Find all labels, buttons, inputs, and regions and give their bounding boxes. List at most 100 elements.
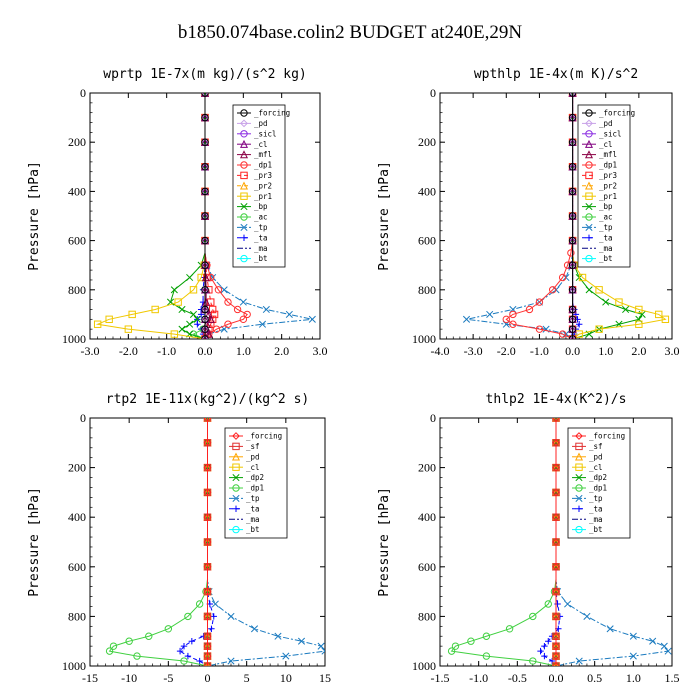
legend-entry: _pr1 [254,192,272,201]
legend-marker [575,525,583,534]
plot-area [93,93,316,339]
legend-marker [574,452,584,461]
data-point [548,286,557,294]
legend-marker [585,223,593,231]
data-point [564,600,572,608]
legend-entry: _pr3 [599,171,617,180]
data-point [552,463,560,472]
legend-marker [232,432,240,440]
data-point [552,418,560,422]
legend-entry: _tp [589,494,603,503]
data-point [568,212,577,220]
legend-entry: _forcing [246,432,282,441]
data-point [635,320,643,328]
series-line-bp [169,93,206,339]
data-point [194,321,201,328]
data-point [204,329,213,338]
data-point [201,315,209,324]
legend-entry: _pr2 [254,181,272,190]
data-point [541,642,548,650]
data-point [170,330,179,338]
legend-marker [585,203,593,211]
data-point [262,305,270,314]
data-point [208,625,215,632]
legend-marker [575,474,583,482]
data-point [655,310,663,319]
legend-entry: _pr1 [599,192,617,201]
legend-entry: _pr2 [599,181,617,190]
data-point [482,632,491,640]
data-point [567,249,575,257]
data-point [308,315,316,323]
legend-entry: _bp [254,202,268,211]
data-point [664,647,672,655]
data-point [568,236,577,245]
data-point [585,286,593,294]
data-point [509,310,517,319]
legend-entry: _ac [254,213,268,222]
data-point [552,538,560,546]
data-point [186,273,194,282]
legend-marker [240,161,248,169]
legend-marker [575,505,583,512]
legend-marker [240,223,248,231]
figure-title: b1850.074base.colin2 BUDGET at240E,29N [178,22,523,43]
data-point [541,652,548,660]
x-tick-label: 0.0 [549,671,564,685]
data-point [233,305,242,314]
data-point [568,286,577,294]
data-point [133,652,141,660]
legend-marker [585,254,593,263]
legend-entry: _dp1 [254,161,272,170]
legend-entry: _forcing [254,109,290,118]
y-tick-label: 1000 [412,659,436,673]
legend-entry: _cl [254,140,268,149]
data-point [201,335,209,339]
y-tick-label: 200 [68,461,86,475]
legend-marker [585,192,593,200]
x-tick-label: 0.5 [587,671,602,685]
y-tick-label: 0 [430,86,436,100]
y-tick-label: 600 [68,234,86,248]
data-point [186,320,194,328]
legend-entry: _ta [246,504,260,513]
legend-entry: _dp2 [589,473,607,482]
data-point [660,642,668,650]
legend-marker [239,181,249,190]
data-point [552,587,560,596]
data-point [548,657,556,665]
legend-entry: _bp [599,202,613,211]
data-point [201,236,209,245]
x-tick-label: 1.0 [236,344,251,358]
y-tick-label: 400 [418,510,436,524]
legend-marker [239,139,249,148]
data-point [568,138,577,146]
data-point [615,298,623,306]
data-point [189,310,198,318]
data-point [568,261,577,269]
data-point [203,418,212,422]
data-point [558,273,567,282]
data-point [552,662,560,666]
legend-marker [575,484,583,492]
legend-marker [575,463,583,471]
data-point [201,212,209,220]
data-point [211,600,219,608]
data-point [535,325,544,333]
data-point [145,632,153,640]
data-point [554,600,561,608]
legend-marker [232,494,240,502]
x-tick-label: -5 [163,671,173,685]
data-point [552,652,560,660]
data-point [203,632,212,641]
data-point [203,662,212,666]
x-tick-label: 10 [280,671,292,685]
data-point [635,305,643,314]
legend-marker [585,109,593,117]
data-point [649,637,657,645]
legend-entry: _forcing [589,432,625,441]
data-point [552,632,560,641]
data-point [317,642,325,650]
panel-title: thlp2 1E-4x(K^2)/s [486,392,627,407]
data-point [201,261,209,269]
